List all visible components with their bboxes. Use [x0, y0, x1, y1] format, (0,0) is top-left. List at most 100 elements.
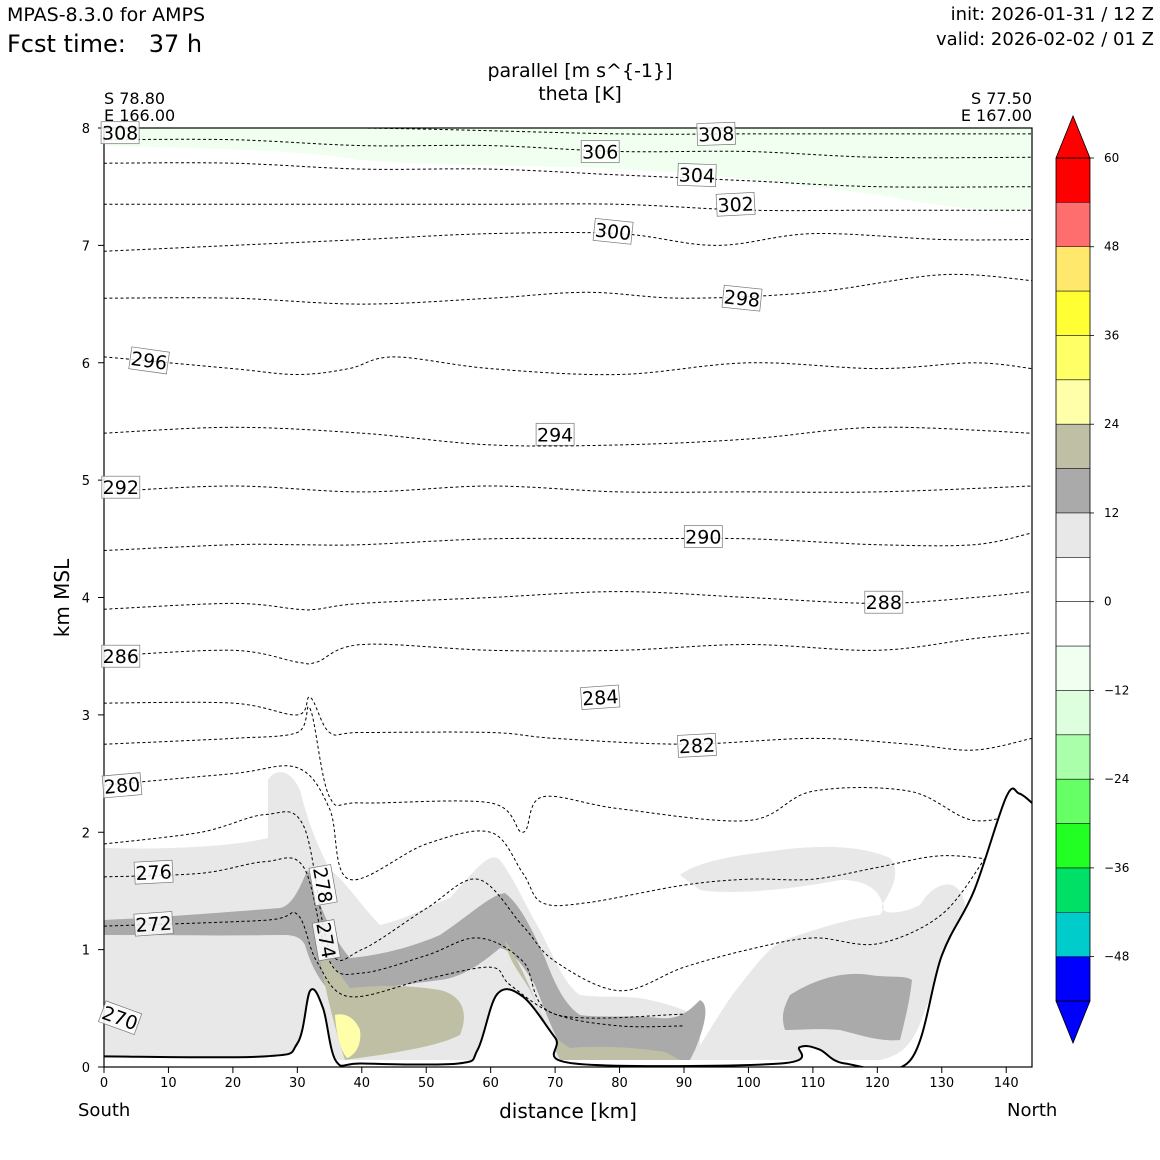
wind-fill-pale-green [104, 128, 1032, 211]
wind-fill-olive [318, 940, 680, 1060]
colorbar-swatch [1056, 912, 1090, 958]
y-tick-label: 1 [82, 944, 90, 959]
contour-label-284: 284 [580, 684, 621, 711]
north-end-label: North [1007, 1100, 1058, 1121]
y-tick-label: 5 [82, 474, 90, 489]
contour-label-box [580, 684, 621, 710]
theta-contour-278 [104, 811, 988, 992]
contour-label-box [308, 864, 338, 907]
y-tick-label: 2 [82, 826, 90, 841]
x-tick-label: 130 [929, 1076, 954, 1091]
x-tick-label: 140 [994, 1076, 1019, 1091]
contour-label-278: 278 [308, 864, 338, 907]
contour-label-text: 292 [103, 477, 139, 499]
colorbar-tick-label: 60 [1104, 151, 1119, 165]
contour-label-276: 276 [133, 859, 174, 885]
theta-contour-284 [104, 696, 1032, 751]
contour-label-box [133, 911, 174, 937]
colorbar-tick-label: 48 [1104, 240, 1119, 254]
wind-fill-gray-band [104, 870, 706, 1060]
colorbar: 60 48 36 24 12 0 −12 −24 −36 −48 [1055, 114, 1129, 1045]
contour-label-text: 296 [129, 348, 168, 375]
terrain-line [104, 787, 1032, 1067]
colorbar-swatch [1056, 956, 1090, 1002]
y-tick-label: 8 [82, 122, 90, 137]
contour-label-306: 306 [580, 140, 620, 164]
contour-label-text: 294 [537, 424, 573, 446]
theta-contour-298 [104, 273, 1032, 305]
colorbar-swatch [1056, 823, 1090, 869]
theta-contour-280 [104, 765, 1007, 907]
colorbar-swatch [1056, 468, 1090, 514]
contour-label-274: 274 [311, 919, 341, 962]
wind-fill-layer [104, 128, 1032, 1060]
end-longitude: E 167.00 [960, 106, 1032, 125]
contour-label-text: 302 [717, 193, 754, 217]
contour-label-286: 286 [101, 644, 141, 668]
start-longitude: E 166.00 [104, 106, 176, 125]
contour-label-308: 308 [696, 121, 736, 147]
x-tick-label: 90 [676, 1076, 693, 1091]
x-tick-label: 80 [611, 1076, 628, 1091]
contour-label-280: 280 [101, 772, 143, 799]
colorbar-extend-bottom [1055, 1000, 1091, 1045]
x-tick-label: 0 [100, 1076, 108, 1091]
forecast-time-value: 37 h [148, 30, 203, 58]
theta-contour-272 [104, 911, 685, 1028]
terrain-fill [104, 788, 1032, 1067]
theta-contour-302 [104, 203, 1032, 212]
colorbar-swatch [1056, 335, 1090, 381]
theta-contour-304 [104, 162, 1032, 188]
contour-label-box [715, 191, 756, 217]
y-tick-label: 4 [82, 592, 90, 607]
colorbar-swatch [1056, 202, 1090, 248]
colorbar-swatch [1056, 779, 1090, 825]
theta-contour-288 [104, 591, 1032, 611]
colorbar-tick-label: 0 [1104, 595, 1112, 609]
contour-label-box [100, 121, 140, 145]
contour-label-box [101, 644, 141, 668]
contour-label-text: 308 [698, 123, 735, 146]
theta-contour-286 [104, 632, 1032, 665]
contour-label-292: 292 [101, 475, 141, 499]
theta-contour-308 [104, 128, 1032, 135]
chart-title: parallel [m s^{-1}] [487, 60, 673, 82]
init-time: init: 2026-01-31 / 12 Z [950, 4, 1154, 25]
contour-label-box [535, 422, 575, 446]
theta-contour-300 [104, 232, 1032, 252]
colorbar-tick-label: 36 [1104, 328, 1119, 342]
contour-label-text: 306 [582, 142, 618, 164]
theta-contour-294 [104, 426, 1032, 447]
forecast-time-label: Fcst time: [7, 30, 126, 58]
contour-label-304: 304 [677, 162, 717, 188]
forecast-time: Fcst time: 37 h [7, 30, 202, 58]
contour-label-text: 300 [594, 219, 632, 245]
colorbar-swatch [1056, 646, 1090, 691]
contour-label-text: 280 [103, 774, 141, 799]
terrain-layer [104, 787, 1032, 1067]
wind-fill-pale-yellow [335, 1014, 361, 1058]
contour-label-box [133, 859, 174, 885]
y-tick-label: 6 [82, 357, 90, 372]
contour-label-290: 290 [683, 525, 723, 549]
contour-label-text: 282 [678, 734, 715, 758]
x-tick-label: 110 [800, 1076, 825, 1091]
colorbar-swatch [1056, 291, 1090, 336]
contour-label-text: 284 [581, 686, 619, 710]
colorbar-swatch [1056, 158, 1090, 203]
contour-label-308: 308 [100, 121, 140, 145]
theta-contour-296 [104, 356, 1032, 376]
colorbar-swatch [1056, 424, 1090, 470]
wind-fill-gray-right [782, 973, 912, 1041]
contour-label-296: 296 [128, 346, 170, 375]
contour-label-box [101, 772, 143, 799]
x-tick-label: 50 [418, 1076, 435, 1091]
contour-label-box [677, 162, 717, 188]
colorbar-swatch [1056, 867, 1090, 913]
colorbar-tick-label: −36 [1104, 861, 1129, 875]
x-tick-label: 70 [547, 1076, 564, 1091]
colorbar-tick-label: 12 [1104, 506, 1119, 520]
contour-label-302: 302 [715, 191, 756, 217]
